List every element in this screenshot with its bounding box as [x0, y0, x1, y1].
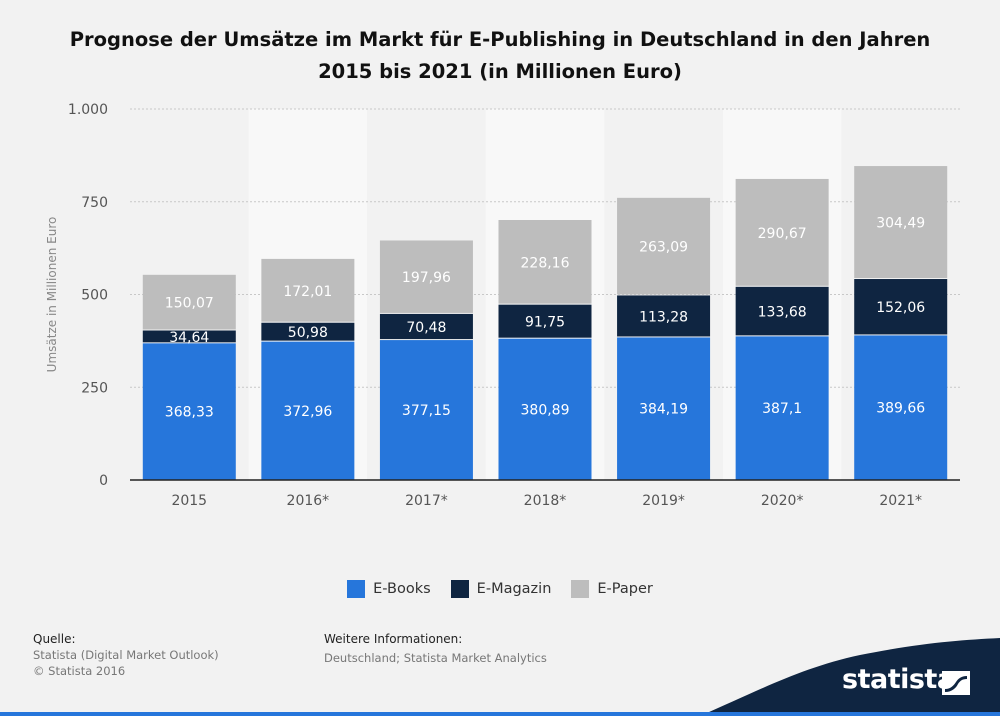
y-tick-label: 0 [99, 473, 108, 489]
chart-legend: E-Books E-Magazin E-Paper [0, 580, 1000, 598]
bar-segment-e-magazin[interactable] [261, 322, 355, 341]
info-text: Deutschland; Statista Market Analytics [324, 651, 547, 665]
legend-item-e-paper[interactable]: E-Paper [571, 580, 653, 598]
source-text[interactable]: Statista (Digital Market Outlook) [33, 648, 219, 662]
x-tick-label: 2016* [287, 493, 330, 509]
data-label: 172,01 [283, 284, 332, 300]
data-label: 113,28 [639, 309, 688, 325]
data-label: 50,98 [288, 325, 328, 341]
legend-item-e-books[interactable]: E-Books [347, 580, 431, 598]
chart-title-line-2: 2015 bis 2021 (in Millionen Euro) [318, 60, 682, 83]
data-label: 372,96 [283, 404, 332, 420]
bar-segment-e-magazin[interactable] [735, 286, 829, 336]
legend-item-e-magazin[interactable]: E-Magazin [450, 580, 552, 598]
chart-title: Prognose der Umsätze im Markt für E-Publ… [40, 24, 960, 88]
x-tick-label: 2021* [879, 493, 922, 509]
legend-swatch-e-books [347, 580, 366, 598]
bar-segment-e-paper[interactable] [498, 220, 592, 304]
bar-segment-e-magazin[interactable] [379, 313, 473, 340]
bar-segment-e-paper[interactable] [379, 240, 473, 313]
data-label: 290,67 [758, 226, 807, 242]
bar-segment-e-magazin[interactable] [617, 295, 711, 337]
data-label: 387,1 [762, 401, 802, 417]
x-tick-label: 2020* [761, 493, 804, 509]
bar-segment-e-books[interactable] [498, 338, 592, 480]
data-label: 197,96 [402, 270, 451, 286]
x-tick-label: 2018* [524, 493, 567, 509]
info-title: Weitere Informationen: [324, 632, 463, 646]
bar-segment-e-books[interactable] [379, 340, 473, 480]
data-label: 34,64 [169, 330, 209, 346]
data-label: 389,66 [876, 401, 925, 417]
bar-segment-e-books[interactable] [617, 337, 711, 480]
bar-segment-e-paper[interactable] [142, 274, 236, 330]
data-label: 380,89 [521, 402, 570, 418]
source-title: Quelle: [33, 632, 76, 646]
data-label: 228,16 [521, 255, 570, 271]
bar-segment-e-paper[interactable] [735, 178, 829, 286]
legend-label-e-magazin: E-Magazin [476, 581, 552, 597]
bar-segment-e-paper[interactable] [261, 258, 355, 322]
data-label: 152,06 [876, 300, 925, 316]
y-tick-label: 750 [81, 195, 108, 211]
bar-segment-e-paper[interactable] [854, 166, 948, 279]
bar-segment-e-magazin[interactable] [498, 304, 592, 338]
data-label: 304,49 [876, 216, 925, 232]
x-tick-label: 2017* [405, 493, 448, 509]
y-tick-label: 250 [81, 380, 108, 396]
x-tick-label: 2015 [171, 493, 207, 509]
bar-segment-e-books[interactable] [261, 341, 355, 480]
bar-segment-e-books[interactable] [854, 335, 948, 480]
chart-title-line-1: Prognose der Umsätze im Markt für E-Publ… [69, 28, 931, 51]
legend-label-e-paper: E-Paper [597, 581, 653, 597]
data-label: 70,48 [406, 320, 446, 336]
data-label: 368,33 [165, 405, 214, 421]
data-label: 150,07 [165, 296, 214, 312]
bar-segment-e-paper[interactable] [617, 197, 711, 295]
bar-segment-e-books[interactable] [142, 343, 236, 480]
data-label: 384,19 [639, 402, 688, 418]
bar-segment-e-magazin[interactable] [854, 279, 948, 335]
data-label: 263,09 [639, 240, 688, 256]
y-axis-label: Umsätze in Millionen Euro [45, 217, 59, 373]
y-tick-label: 500 [81, 288, 108, 304]
bar-segment-e-magazin[interactable] [142, 330, 236, 343]
bar-segment-e-books[interactable] [735, 336, 829, 480]
legend-swatch-e-magazin [450, 580, 469, 598]
statista-logo-icon [942, 671, 970, 695]
copyright-text: © Statista 2016 [33, 664, 126, 678]
x-tick-label: 2019* [642, 493, 685, 509]
legend-label-e-books: E-Books [373, 581, 431, 597]
legend-swatch-e-paper [571, 580, 590, 598]
data-label: 377,15 [402, 403, 451, 419]
data-label: 133,68 [758, 305, 807, 321]
y-tick-label: 1.000 [68, 102, 108, 118]
stacked-bar-chart: 368,33 34,64 150,07 372,96 50,98 172,01 377,15… [45, 102, 960, 509]
statista-logo[interactable]: statista [842, 664, 955, 695]
data-label: 91,75 [525, 315, 565, 331]
